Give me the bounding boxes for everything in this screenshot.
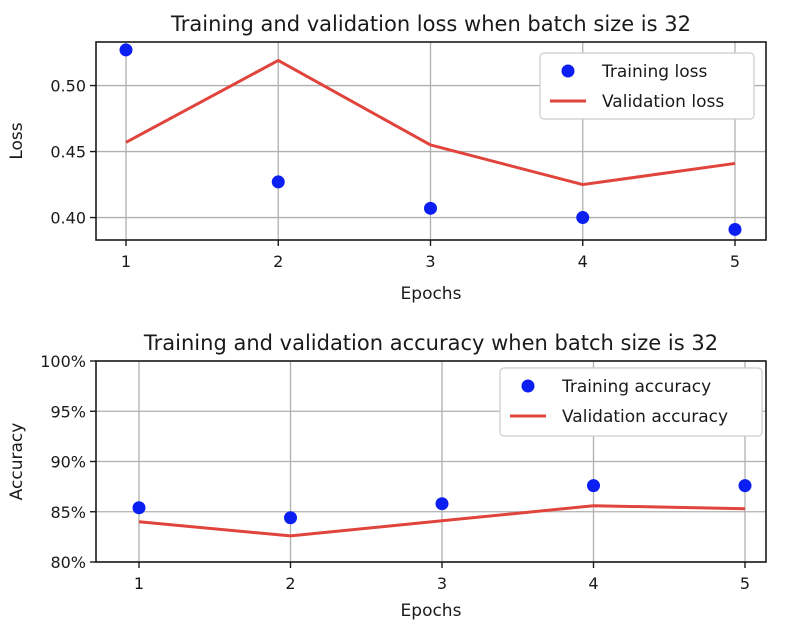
loss-x-tick-label: 3 <box>425 252 435 271</box>
loss-training-point <box>119 43 133 57</box>
loss-training-point <box>271 175 285 189</box>
accuracy-legend-label: Training accuracy <box>561 377 711 397</box>
loss-training-point <box>424 201 437 215</box>
loss-chart: Training and validation loss when batch … <box>7 12 767 304</box>
accuracy-legend-label: Validation accuracy <box>562 407 728 427</box>
loss-plot-frame <box>95 41 767 241</box>
loss-training-point <box>728 222 742 236</box>
accuracy-chart: Training and validation accuracy when ba… <box>7 331 767 621</box>
accuracy-legend-point-swatch <box>521 379 535 393</box>
accuracy-training-point <box>738 479 752 493</box>
loss-x-axis-label: Epochs <box>401 284 462 304</box>
accuracy-training-point <box>435 497 449 511</box>
accuracy-x-tick-label: 2 <box>285 574 295 593</box>
accuracy-training-point <box>587 479 600 493</box>
accuracy-x-tick-label: 1 <box>134 574 144 593</box>
accuracy-x-tick-label: 5 <box>740 574 750 593</box>
loss-training-point <box>576 211 590 225</box>
accuracy-plot-frame <box>95 360 767 563</box>
accuracy-x-axis-label: Epochs <box>401 601 462 621</box>
loss-legend-label: Validation loss <box>602 92 724 112</box>
loss-y-axis-label: Loss <box>7 122 27 159</box>
accuracy-x-tick-label: 3 <box>437 574 447 593</box>
accuracy-legend-box <box>499 367 763 437</box>
accuracy-y-axis-label: Accuracy <box>7 423 27 501</box>
loss-x-tick-label: 2 <box>273 252 283 271</box>
loss-y-tick-label: 0.50 <box>50 77 86 96</box>
accuracy-y-tick-label: 80% <box>50 553 86 572</box>
accuracy-y-tick-label: 90% <box>50 453 86 472</box>
accuracy-chart-title: Training and validation accuracy when ba… <box>143 331 718 355</box>
loss-y-tick-label: 0.40 <box>50 209 86 228</box>
accuracy-x-tick-label: 4 <box>588 574 598 593</box>
accuracy-y-tick-label: 85% <box>50 503 86 522</box>
loss-legend: Training loss Validation loss <box>539 52 755 120</box>
accuracy-y-tick-label: 95% <box>50 402 86 421</box>
loss-x-tick-label: 5 <box>730 252 740 271</box>
loss-chart-title: Training and validation loss when batch … <box>170 12 691 36</box>
loss-legend-point-swatch <box>561 64 575 78</box>
loss-legend-box <box>539 52 755 120</box>
accuracy-legend: Training accuracy Validation accuracy <box>499 367 763 437</box>
accuracy-training-point <box>284 511 297 525</box>
accuracy-validation-line <box>138 504 746 538</box>
loss-x-tick-label: 4 <box>578 252 588 271</box>
accuracy-training-point <box>132 501 146 515</box>
loss-x-tick-label: 1 <box>121 252 131 271</box>
loss-validation-line <box>125 58 736 187</box>
loss-legend-label: Training loss <box>601 62 707 82</box>
accuracy-y-tick-label: 100% <box>40 352 86 371</box>
loss-y-tick-label: 0.45 <box>50 143 86 162</box>
